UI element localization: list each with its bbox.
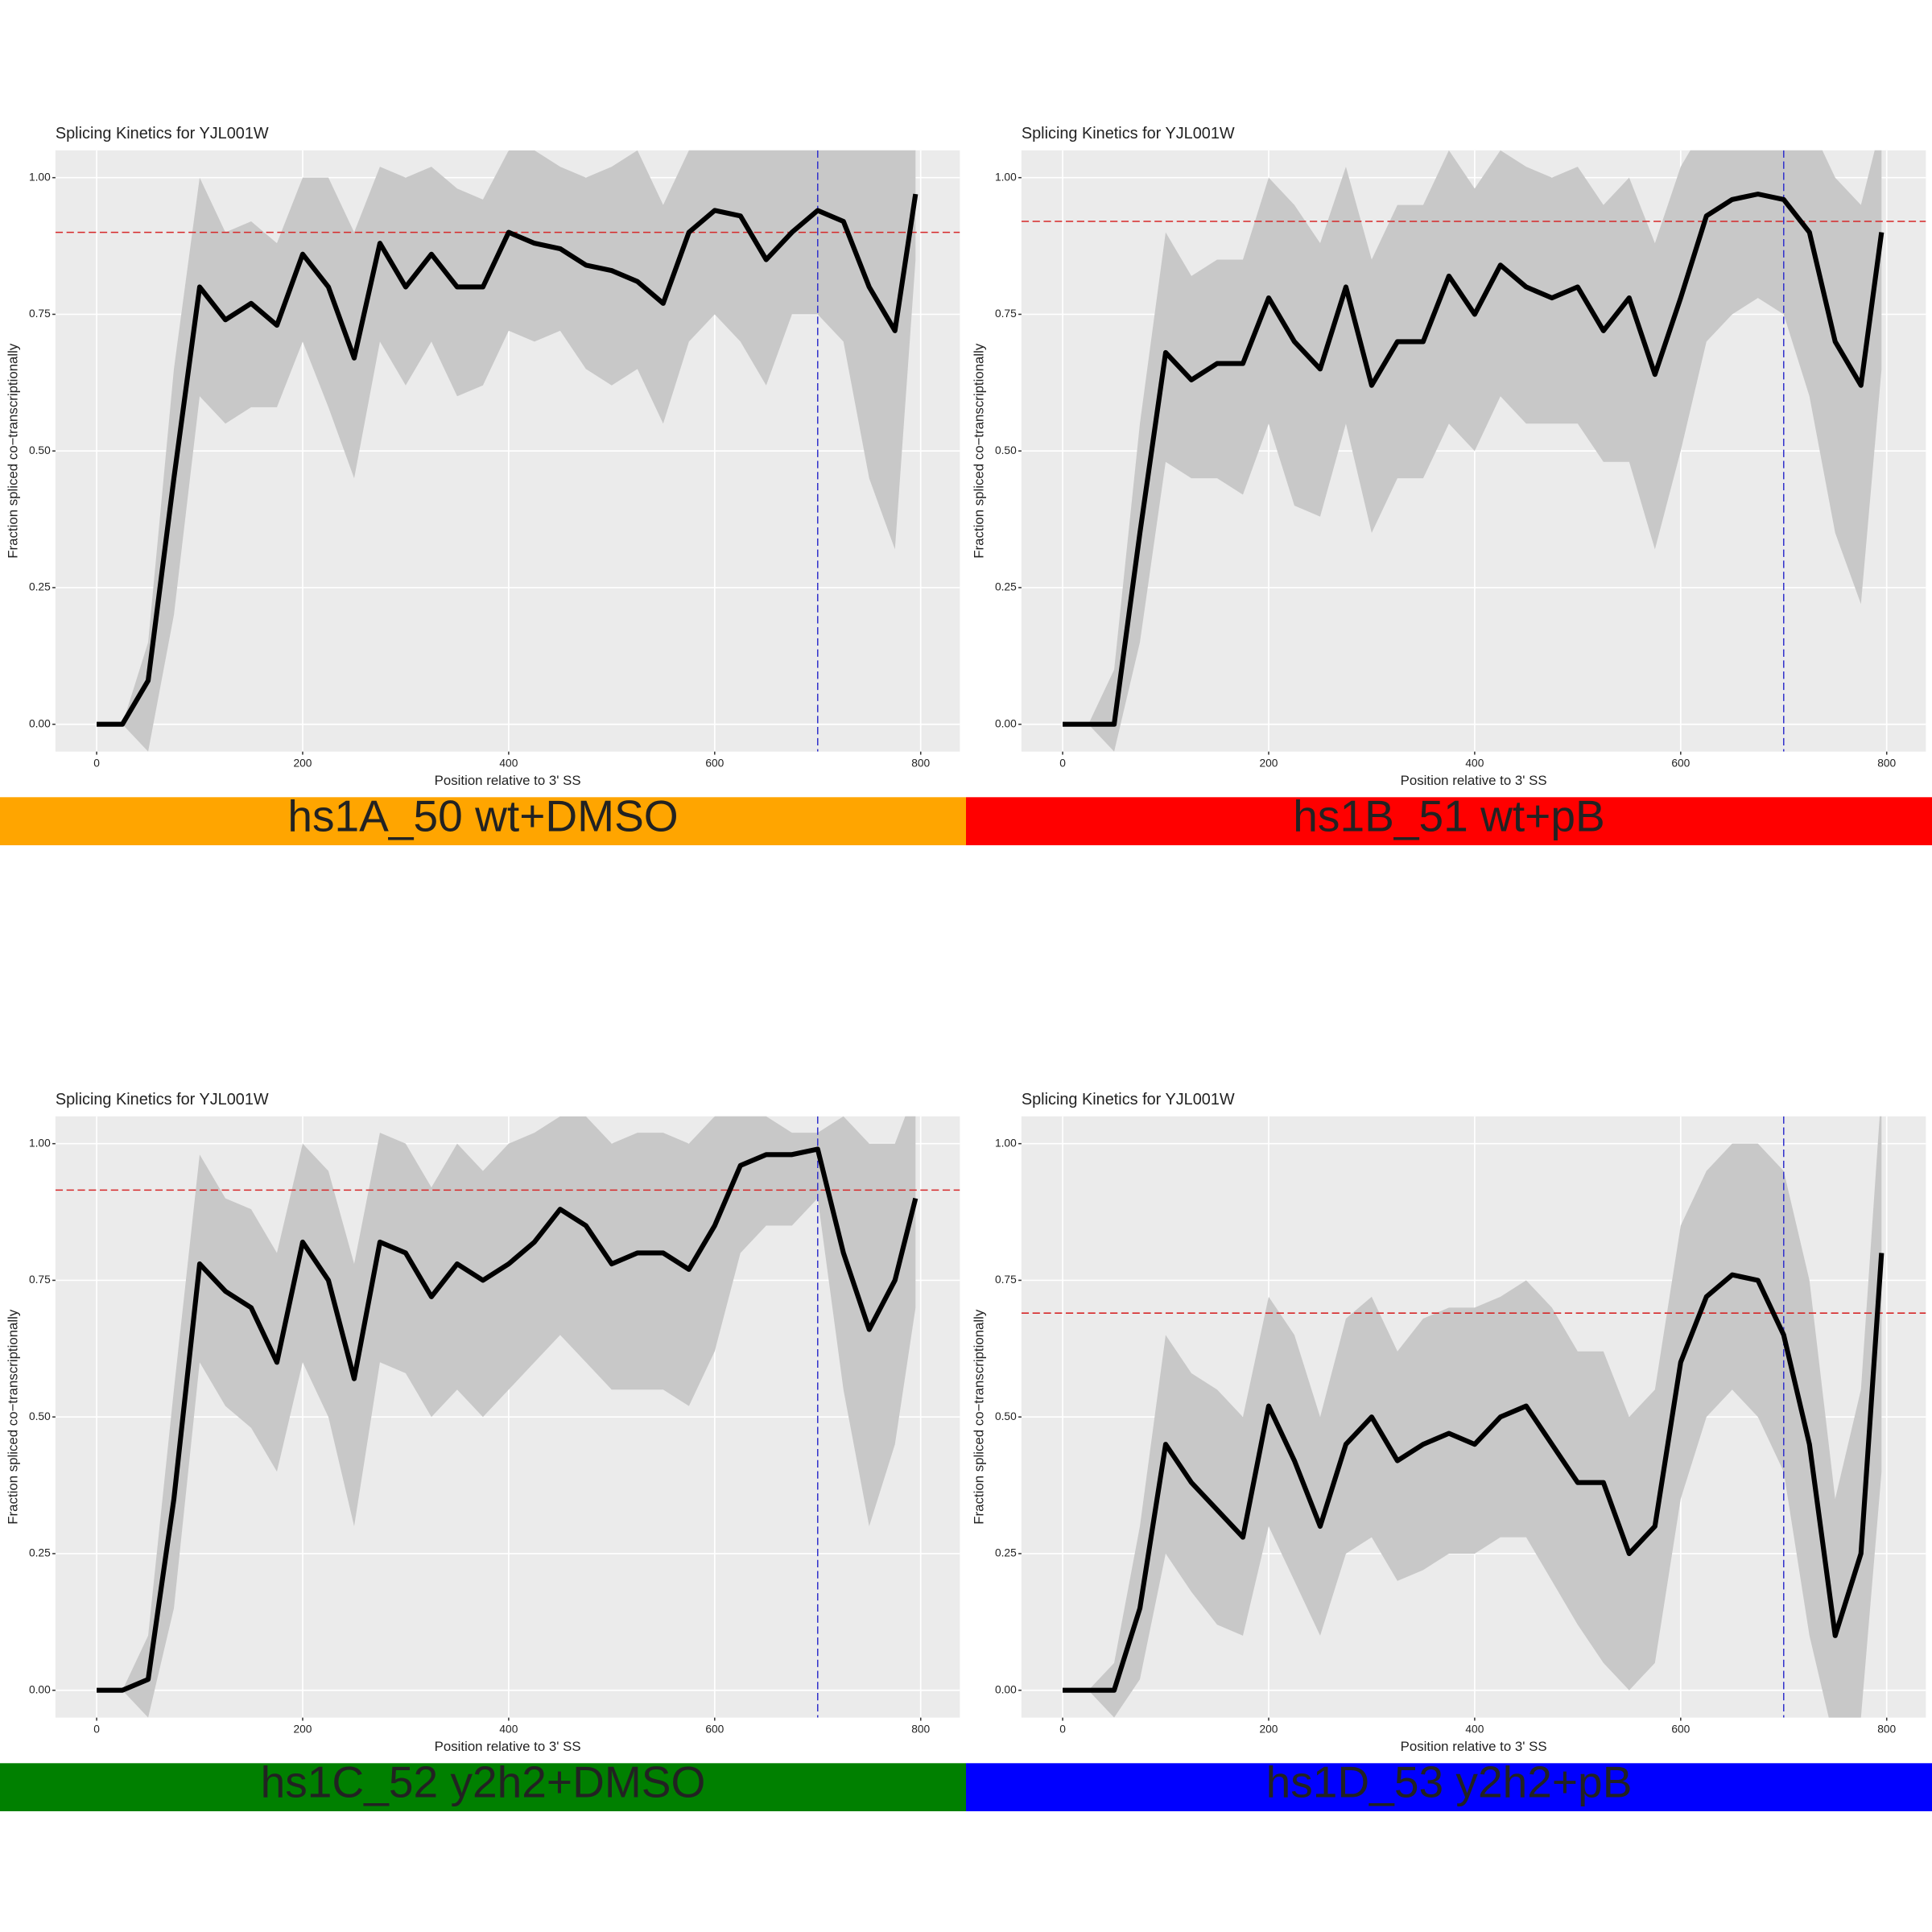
y-tick-label: 0.50: [995, 1410, 1017, 1422]
confidence-band: [97, 150, 916, 752]
data-line: [1063, 191, 1885, 727]
plot-area: [55, 150, 960, 752]
caption-bar: [0, 797, 966, 845]
y-tick-label: 0.25: [995, 581, 1017, 593]
x-axis-label: Position relative to 3' SS: [1401, 1739, 1547, 1754]
caption-bar: [966, 797, 1932, 845]
chart-panel: Splicing Kinetics for YJL001W 0.00 0.25 0.5…: [0, 125, 966, 845]
x-tick-label: 0: [1059, 758, 1066, 770]
y-tick-label: 1.00: [995, 171, 1017, 183]
data-line: [97, 193, 919, 727]
y-tick-label: 0.75: [29, 308, 51, 320]
y-tick-label: 0.50: [995, 444, 1017, 456]
chart-title: Splicing Kinetics for YJL001W: [1022, 125, 1235, 142]
y-tick-label: 0.00: [995, 717, 1017, 729]
y-tick-label: 0.25: [29, 1547, 51, 1559]
confidence-band: [1063, 1116, 1882, 1718]
x-tick-label: 400: [1465, 1724, 1484, 1736]
y-axis-label: Fraction spliced co−transcriptionally: [5, 343, 20, 559]
y-tick-label: 1.00: [995, 1137, 1017, 1149]
plot-area: [55, 1116, 960, 1718]
x-tick-label: 800: [1877, 1724, 1896, 1736]
y-tick-label: 0.75: [995, 1274, 1017, 1286]
plot-area: [1021, 1116, 1926, 1718]
y-tick-label: 0.00: [29, 717, 51, 729]
x-tick-label: 200: [293, 758, 312, 770]
x-tick-label: 200: [1259, 758, 1278, 770]
y-tick-label: 1.00: [29, 171, 51, 183]
x-tick-label: 600: [705, 1724, 724, 1736]
caption-bar: [0, 1763, 966, 1811]
x-tick-label: 0: [93, 1724, 100, 1736]
y-axis-label: Fraction spliced co−transcriptionally: [971, 343, 986, 559]
y-tick-label: 0.25: [29, 581, 51, 593]
x-tick-label: 0: [93, 758, 100, 770]
x-tick-label: 400: [499, 758, 518, 770]
x-tick-label: 400: [1465, 758, 1484, 770]
x-axis-label: Position relative to 3' SS: [1401, 773, 1547, 788]
chart-panel: Splicing Kinetics for YJL001W 0.00 0.25 0.5…: [0, 1091, 966, 1811]
x-tick-label: 800: [911, 1724, 930, 1736]
data-line: [1063, 1253, 1885, 1693]
caption-bar: [966, 1763, 1932, 1811]
y-axis-label: Fraction spliced co−transcriptionally: [5, 1309, 20, 1525]
chart-title: Splicing Kinetics for YJL001W: [56, 1091, 269, 1108]
plot-area: [1021, 150, 1926, 752]
x-tick-label: 400: [499, 1724, 518, 1736]
x-tick-label: 800: [1877, 758, 1896, 770]
x-tick-label: 600: [705, 758, 724, 770]
x-axis-label: Position relative to 3' SS: [435, 1739, 581, 1754]
caption-text: hs1B_51 wt+pB: [1293, 791, 1604, 840]
x-tick-label: 800: [911, 758, 930, 770]
caption-text: hs1A_50 wt+DMSO: [287, 791, 678, 840]
y-axis-label: Fraction spliced co−transcriptionally: [971, 1309, 986, 1525]
x-tick-label: 600: [1671, 1724, 1690, 1736]
x-tick-label: 200: [1259, 1724, 1278, 1736]
y-tick-label: 0.50: [29, 1410, 51, 1422]
x-tick-label: 200: [293, 1724, 312, 1736]
y-tick-label: 0.75: [995, 308, 1017, 320]
y-tick-label: 0.75: [29, 1274, 51, 1286]
y-tick-label: 0.00: [995, 1683, 1017, 1695]
x-axis-label: Position relative to 3' SS: [435, 773, 581, 788]
chart-panel: Splicing Kinetics for YJL001W 0.00 0.25 0.5…: [966, 125, 1932, 845]
x-tick-label: 0: [1059, 1724, 1066, 1736]
confidence-band: [97, 1116, 916, 1718]
x-tick-label: 600: [1671, 758, 1690, 770]
data-line: [97, 1146, 919, 1693]
chart-panel: Splicing Kinetics for YJL001W 0.00 0.25 0.5…: [966, 1091, 1932, 1811]
caption-text: hs1D_53 y2h2+pB: [1266, 1757, 1633, 1806]
y-tick-label: 0.00: [29, 1683, 51, 1695]
chart-title: Splicing Kinetics for YJL001W: [1022, 1091, 1235, 1108]
caption-text: hs1C_52 y2h2+DMSO: [261, 1757, 706, 1806]
y-tick-label: 1.00: [29, 1137, 51, 1149]
chart-title: Splicing Kinetics for YJL001W: [56, 125, 269, 142]
y-tick-label: 0.25: [995, 1547, 1017, 1559]
y-tick-label: 0.50: [29, 444, 51, 456]
